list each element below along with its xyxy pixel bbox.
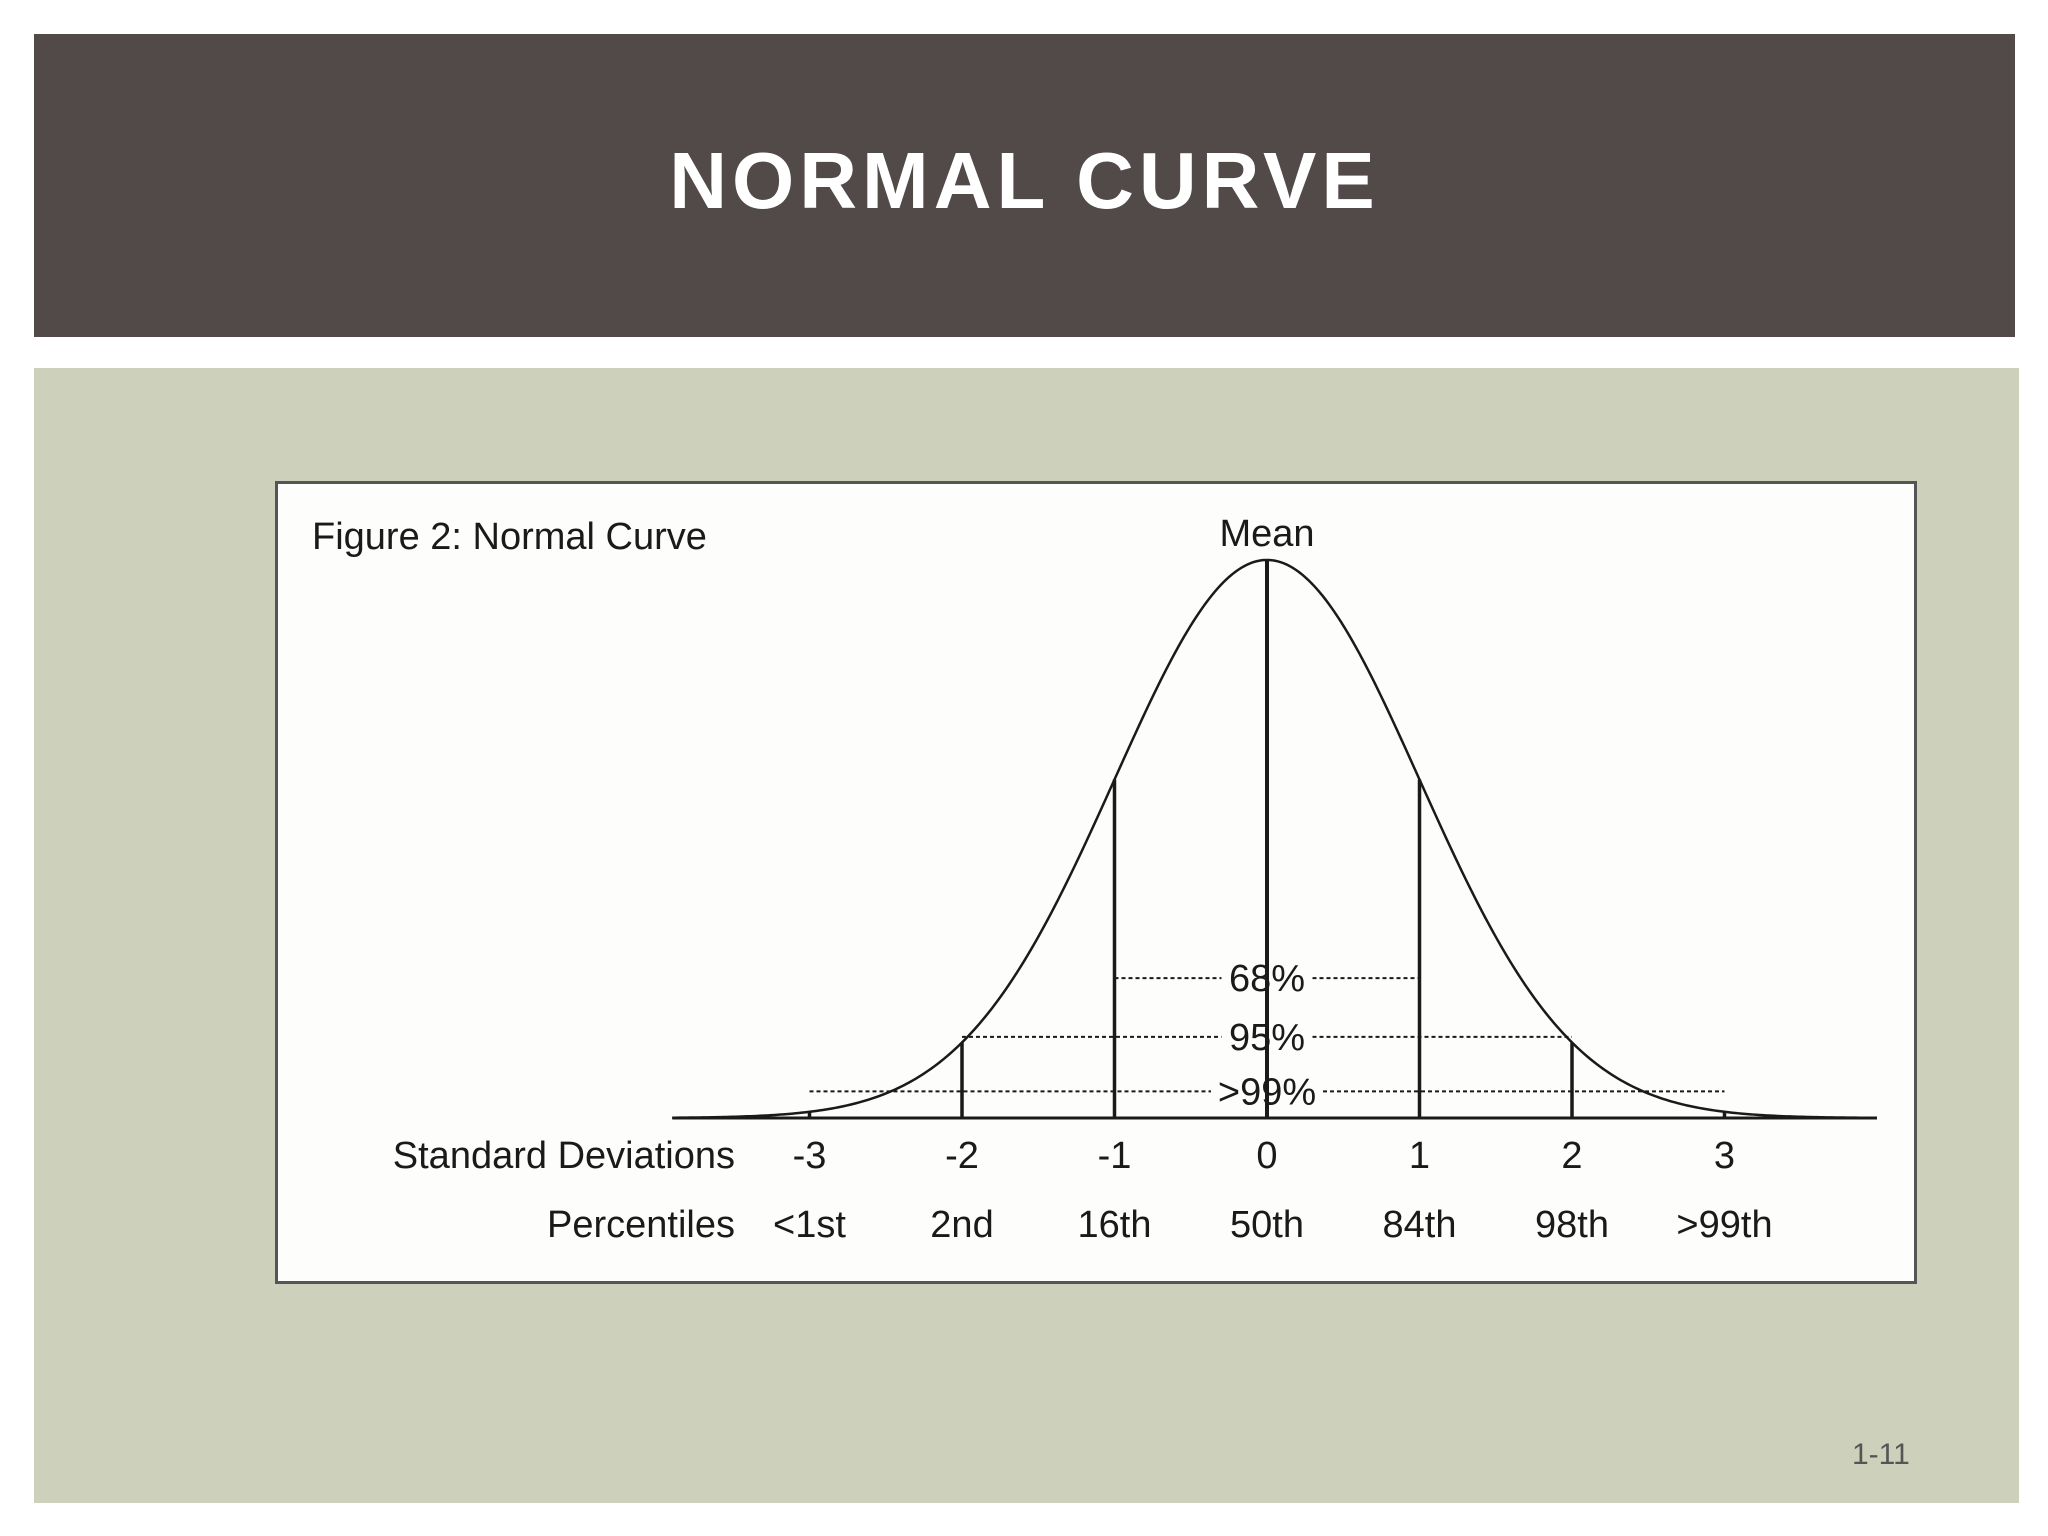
normal-curve-line xyxy=(672,558,1878,1120)
percentile-label: 84th xyxy=(1383,1204,1457,1246)
percentile-label: 50th xyxy=(1230,1204,1304,1246)
percentiles-row-label: Percentiles xyxy=(547,1204,735,1246)
mean-label: Mean xyxy=(1219,513,1314,555)
sd-tick-label: -1 xyxy=(1098,1135,1132,1177)
chart-marks: -3 <1st -2 2nd -1 16th 0 50th 1 84th 2 98th 3 >99th 68… xyxy=(672,558,1878,1246)
percentile-label: >99th xyxy=(1676,1204,1772,1246)
interval-label: >99% xyxy=(1218,1071,1316,1113)
figure-title: Figure 2: Normal Curve xyxy=(312,516,707,558)
percentile-label: <1st xyxy=(773,1204,846,1246)
sd-tick-label: -3 xyxy=(793,1135,827,1177)
interval-label: 68% xyxy=(1229,958,1305,1000)
slide-title: NORMAL CURVE xyxy=(669,135,1380,225)
sd-tick-label: -2 xyxy=(945,1135,979,1177)
sd-tick-label: 1 xyxy=(1409,1135,1430,1177)
standard-deviations-row-label: Standard Deviations xyxy=(393,1135,735,1177)
figure-box: Figure 2: Normal Curve Mean Standard Dev… xyxy=(275,481,1917,1284)
sd-tick-label: 0 xyxy=(1256,1135,1277,1177)
percentile-label: 98th xyxy=(1535,1204,1609,1246)
sd-tick-label: 3 xyxy=(1714,1135,1735,1177)
title-bar: NORMAL CURVE xyxy=(34,34,2015,337)
percentile-label: 2nd xyxy=(930,1204,993,1246)
percentile-label: 16th xyxy=(1078,1204,1152,1246)
normal-curve-chart: Figure 2: Normal Curve Mean Standard Dev… xyxy=(312,513,1878,1246)
sd-tick-label: 2 xyxy=(1561,1135,1582,1177)
slide-number: 1-11 xyxy=(1852,1438,1910,1471)
interval-label: 95% xyxy=(1229,1017,1305,1059)
